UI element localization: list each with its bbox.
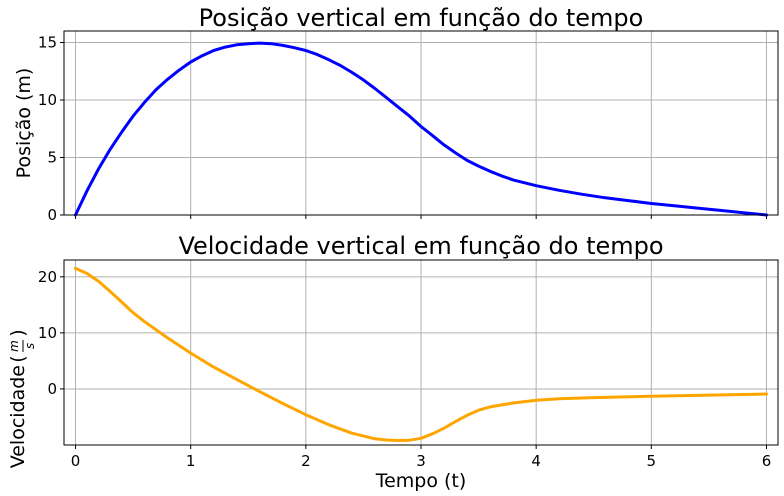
- velocity-unit-close-paren: ): [7, 329, 29, 336]
- velocity-x-tick-label: 3: [416, 452, 426, 470]
- position-y-tick-label: 0: [47, 206, 57, 224]
- velocity-x-axis-label: Tempo (t): [375, 470, 467, 492]
- position-line: [74, 41, 768, 217]
- velocity-x-tick-label: 5: [647, 452, 657, 470]
- velocity-chart: Velocidade vertical em função do tempo V…: [7, 232, 779, 492]
- velocity-unit-open-paren: (: [7, 355, 29, 362]
- velocity-x-tick-label: 6: [762, 452, 772, 470]
- velocity-unit-numerator: m: [7, 340, 21, 352]
- velocity-y-axis-label: Velocidade ( m s ): [7, 329, 37, 468]
- position-y-tick-label: 10: [38, 91, 57, 109]
- velocity-y-tick-label: 10: [38, 324, 57, 342]
- velocity-series: [74, 266, 768, 442]
- position-chart-title: Posição vertical em função do tempo: [199, 4, 644, 32]
- velocity-y-axis-label-text: Velocidade: [7, 365, 29, 468]
- velocity-line: [74, 266, 768, 442]
- velocity-y-tick-label: 0: [47, 380, 57, 398]
- position-y-tick-label: 15: [38, 34, 57, 52]
- position-y-axis-label: Posição (m): [13, 68, 35, 179]
- velocity-y-tick-label: 20: [38, 268, 57, 286]
- velocity-x-tick-label: 1: [186, 452, 196, 470]
- position-ticks: 0 5 10 15: [38, 34, 767, 224]
- velocity-x-tick-label: 4: [531, 452, 541, 470]
- velocity-ticks: 0 1 2 3 4 5 6 0 10 20: [38, 268, 771, 470]
- velocity-grid: [64, 260, 778, 445]
- position-chart: Posição vertical em função do tempo Posi…: [13, 4, 779, 224]
- position-grid: [64, 31, 778, 216]
- position-plot-frame: [63, 30, 779, 216]
- velocity-unit-denominator: s: [23, 343, 37, 349]
- position-series: [74, 41, 768, 217]
- velocity-plot-frame: [63, 259, 779, 446]
- position-y-tick-label: 5: [47, 149, 57, 167]
- velocity-x-tick-label: 2: [301, 452, 311, 470]
- velocity-x-tick-label: 0: [71, 452, 81, 470]
- velocity-chart-title: Velocidade vertical em função do tempo: [178, 232, 663, 260]
